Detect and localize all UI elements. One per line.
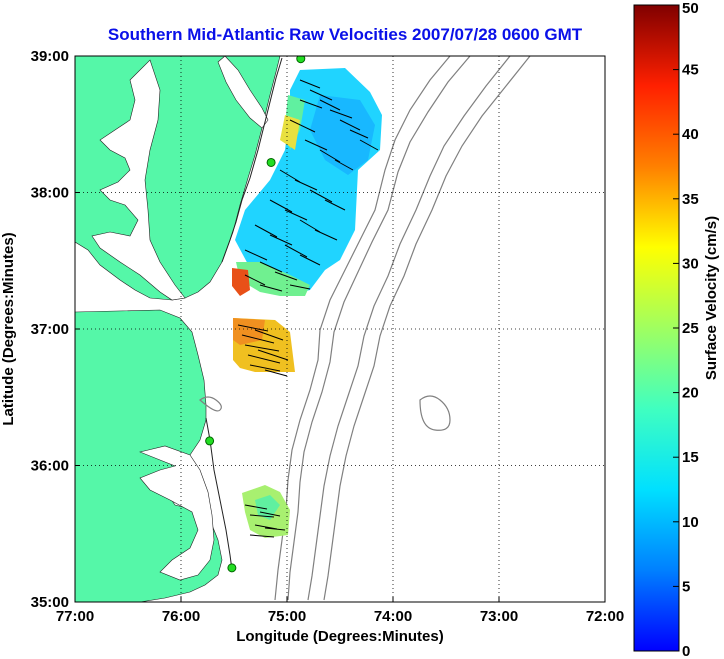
- x-tick-label: 74:00: [374, 608, 412, 625]
- colorbar: [633, 4, 680, 652]
- x-tick-label: 76:00: [162, 608, 200, 625]
- y-tick-label: 35:00: [31, 594, 69, 611]
- colorbar-tick-label: 25: [682, 320, 699, 337]
- colorbar-tick-label: 30: [682, 255, 699, 272]
- radar-station-marker: [227, 563, 237, 573]
- y-tick-label: 38:00: [31, 185, 69, 202]
- x-tick-label: 77:00: [56, 608, 94, 625]
- velocity-patch-south-cool: [255, 495, 280, 520]
- colorbar-tick-label: 50: [682, 0, 699, 17]
- grid-lines: [75, 56, 605, 602]
- velocity-vectors: [237, 79, 379, 538]
- colorbar-label: Surface Velocity (cm/s): [703, 216, 720, 380]
- radar-station-marker: [296, 56, 306, 64]
- x-tick-label: 73:00: [480, 608, 518, 625]
- y-axis-label: Latitude (Degrees:Minutes): [0, 232, 17, 425]
- delaware-bay: [217, 56, 269, 129]
- velocity-field: [232, 68, 382, 538]
- chesapeake-bay: [91, 59, 186, 301]
- x-tick-label: 72:00: [586, 608, 624, 625]
- y-axis-ticks: 39:00 38:00 37:00 36:00 35:00: [31, 48, 80, 611]
- colorbar-tick-label: 5: [682, 578, 690, 595]
- velocity-patch-north-core: [310, 95, 375, 175]
- x-tick-label: 75:00: [268, 608, 306, 625]
- colorbar-tick-label: 40: [682, 126, 699, 143]
- colorbar-tick-label: 45: [682, 62, 699, 79]
- radar-station-marker: [205, 436, 215, 446]
- radar-station-marker: [266, 157, 276, 167]
- y-tick-label: 36:00: [31, 458, 69, 475]
- station-markers: [205, 56, 306, 573]
- chart-title: Southern Mid-Atlantic Raw Velocities 200…: [108, 25, 583, 44]
- colorbar-tick-label: 35: [682, 191, 699, 208]
- velocity-patch-yellow: [280, 115, 300, 150]
- x-axis-ticks: 77:00 76:00 75:00 74:00 73:00 72:00: [56, 597, 624, 625]
- x-axis-label: Longitude (Degrees:Minutes): [236, 628, 444, 645]
- y-tick-label: 39:00: [31, 48, 69, 65]
- colorbar-tick-label: 0: [682, 643, 690, 659]
- y-tick-label: 37:00: [31, 321, 69, 338]
- colorbar-tick-label: 20: [682, 385, 699, 402]
- map-content: [75, 56, 605, 602]
- pamlico-sound: [139, 445, 215, 581]
- velocity-patch-south-inner: [236, 262, 310, 296]
- colorbar-tick-label: 10: [682, 514, 699, 531]
- colorbar-tick-label: 15: [682, 449, 699, 466]
